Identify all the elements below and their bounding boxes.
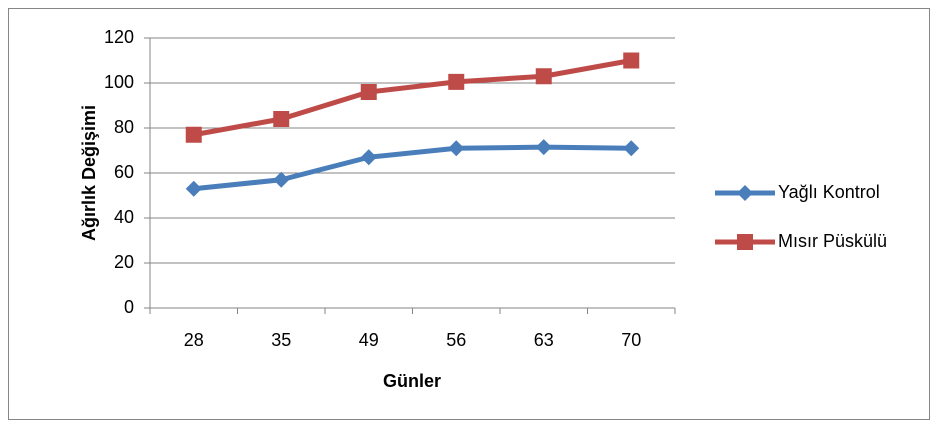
marker [535, 68, 552, 85]
marker [737, 234, 753, 250]
y-tick-label: 60 [114, 162, 134, 182]
y-axis-title: Ağırlık Değişimi [79, 105, 99, 241]
series-line [193, 144, 632, 192]
x-tick-label: 63 [534, 330, 554, 350]
y-tick-label: 40 [114, 207, 134, 227]
marker [273, 111, 290, 127]
x-tick-label: 49 [359, 330, 379, 350]
marker [737, 185, 753, 201]
marker [448, 140, 465, 157]
marker [185, 126, 202, 143]
legend-label: Mısır Püskülü [778, 231, 887, 251]
marker [535, 139, 552, 156]
y-tick-label: 100 [104, 72, 134, 92]
marker [623, 140, 640, 157]
marker [273, 171, 290, 188]
series-line [193, 58, 632, 138]
y-tick-label: 20 [114, 252, 134, 272]
marker [623, 52, 640, 69]
x-tick-label: 56 [446, 330, 466, 350]
x-tick-label: 70 [621, 330, 641, 350]
y-tick-label: 0 [124, 297, 134, 317]
chart-frame [8, 8, 930, 420]
y-tick-label: 120 [104, 27, 134, 47]
x-tick-label: 35 [271, 330, 291, 350]
y-tick-label: 80 [114, 117, 134, 137]
x-tick-label: 28 [184, 330, 204, 350]
legend-label: Yağlı Kontrol [778, 182, 880, 202]
marker [185, 180, 202, 197]
marker [360, 149, 377, 166]
x-axis-title: Günler [383, 371, 441, 391]
marker [448, 73, 465, 90]
marker [360, 84, 377, 100]
